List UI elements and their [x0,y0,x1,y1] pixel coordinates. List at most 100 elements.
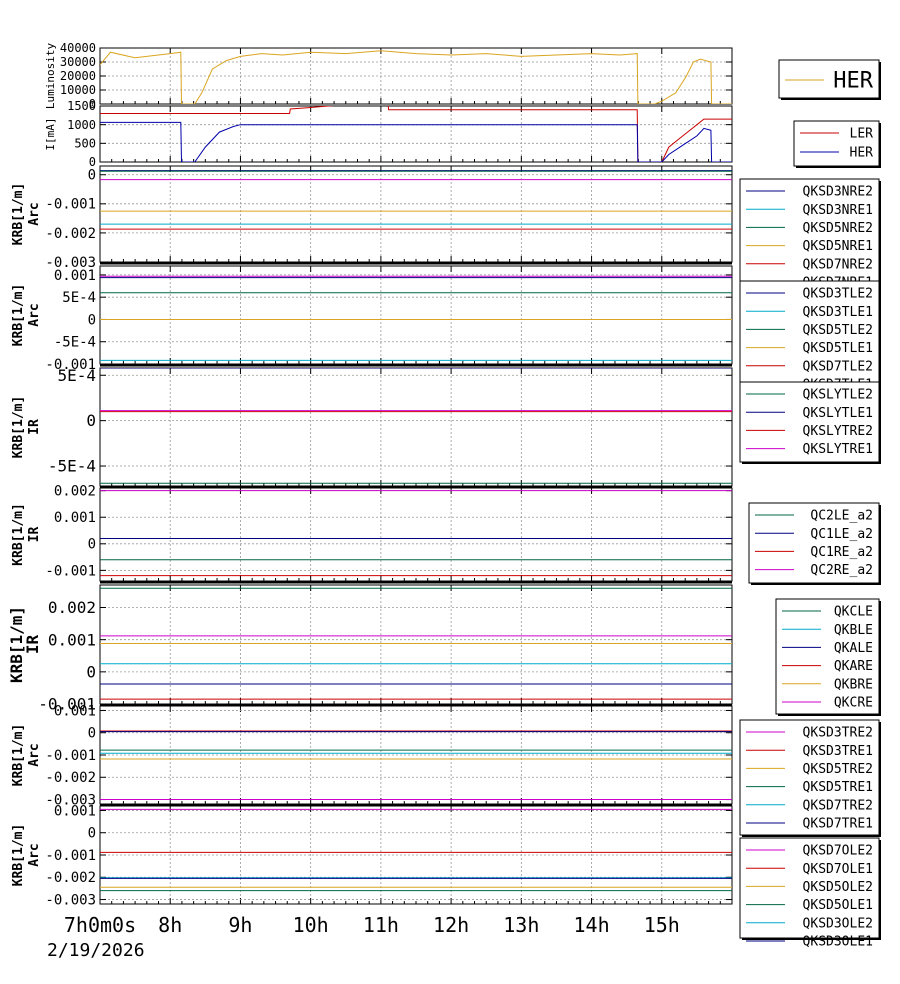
series-group [100,170,732,230]
legend-label-QKSLYTRE2: QKSLYTRE2 [803,424,873,439]
legend-label-QKSD3NRE2: QKSD3NRE2 [803,185,873,200]
legend-label-QKARE: QKARE [834,659,873,674]
y-tick-label: -0.003 [45,892,96,908]
legend-label-QKSLYTLE2: QKSLYTLE2 [803,388,873,403]
legend-label-QKSD3OLE2: QKSD3OLE2 [803,916,873,931]
y-tick-label: -0.002 [45,870,96,886]
y-tick-label: 0.001 [54,268,96,284]
series-group [100,490,732,577]
y-tick-label: -0.001 [38,695,96,714]
y-axis-label-2: Arc [27,743,42,766]
y-tick-label: 500 [74,137,96,151]
panel-6: 0.002 0.001 0 -0.001 KRB[1/m] IR QC2LE_a2 QC1LE… [11,484,881,585]
y-axis-label: KRB[1/m] [11,503,26,566]
x-tick-label: 13h [503,913,539,937]
legend-label-HER: HER [833,69,873,94]
y-tick-label: 0 [86,662,96,681]
legend-label-QKSD3TLE2: QKSD3TLE2 [803,287,873,302]
legend-label-QKSD5TLE2: QKSD5TLE2 [803,323,873,338]
x-tick-label: 9h [228,913,252,937]
legend-label-QKSD3TLE1: QKSD3TLE1 [803,305,873,320]
panel-8: 0.001 0 -0.001 -0.002 -0.003 KRB[1/m] Arc QKSD3… [11,703,881,837]
series-line-HER [100,50,732,104]
y-tick-label: -0.001 [45,357,96,373]
series-line-LER [100,106,732,162]
legend-label-QC2RE_a2: QC2RE_a2 [810,563,873,578]
y-axis-label: KRB[1/m] [11,396,26,459]
legend-label-QKSD7OLE1: QKSD7OLE1 [803,862,873,877]
legend: LER HER [793,120,881,168]
y-axis-label-2: IR [27,527,42,543]
x-tick-label: 14h [573,913,609,937]
y-tick-label: 0 [88,537,96,553]
series-group [100,808,732,892]
series-group [100,730,732,801]
legend-label-QKSD5OLE2: QKSD5OLE2 [803,880,873,895]
legend-label-QC1LE_a2: QC1LE_a2 [810,527,873,542]
x-tick-label: 12h [433,913,469,937]
panel-frame [99,265,733,365]
y-tick-label: 0 [88,312,96,328]
legend-label-QKSD5TLE1: QKSD5TLE1 [803,341,873,356]
series-group [100,587,732,700]
x-tick-label: 8h [158,913,182,937]
legend: QKCLE QKBLE QKALE QKARE QKBRE QKCRE [775,598,881,716]
panel-2: 1500 1000 500 0 I[mA] LER HER [44,99,881,169]
legend: QC2LE_a2 QC1LE_a2 QC1RE_a2 QC2RE_a2 [748,502,881,585]
y-axis-label: Luminosity [44,43,57,110]
y-axis-label-2: Arc [27,202,42,225]
y-axis-label: KRB[1/m] [11,284,26,347]
y-tick-label: -0.002 [45,226,96,242]
y-tick-label: -0.001 [45,197,96,213]
panel-frame [99,584,733,705]
y-tick-label: -5E-4 [48,457,96,476]
y-tick-label: -0.001 [45,563,96,579]
y-tick-label: 0.001 [54,703,96,719]
legend-label-QKSD5TRE1: QKSD5TRE1 [803,780,873,795]
y-tick-label: 1000 [67,118,96,132]
series-line-HER [100,121,732,162]
panel-frame [99,487,733,582]
y-tick-label: -0.003 [45,792,96,808]
x-axis-date: 2/19/2026 [47,940,145,961]
y-tick-label: 0.001 [48,630,96,649]
y-axis-label-2: IR [27,419,42,435]
legend-label-LER: LER [850,127,874,142]
y-axis-label-2: Arc [27,303,42,326]
y-tick-label: -0.002 [45,770,96,786]
y-tick-label: 0.001 [54,803,96,819]
x-tick-label: 15h [644,913,680,937]
y-tick-label: 30000 [60,55,96,69]
legend: QKSD7OLE2 QKSD7OLE1 QKSD5OLE2 QKSD5OLE1 QKSD… [739,837,881,950]
panel-frame [99,367,733,487]
y-tick-label: 0 [88,726,96,742]
legend-label-QKSD3TRE2: QKSD3TRE2 [803,726,873,741]
x-tick-label: 10h [293,913,329,937]
legend-box [778,59,880,99]
y-tick-label: 0 [89,97,96,111]
y-tick-label: 10000 [60,83,96,97]
legend-label-HER: HER [850,146,874,161]
y-tick-label: 20000 [60,69,96,83]
y-tick-label: 0.002 [54,484,96,500]
y-axis-label: I[mA] [44,117,57,150]
legend-label-QKBRE: QKBRE [834,677,873,692]
legend-label-QKSD3NRE1: QKSD3NRE1 [803,203,873,218]
legend: QKSD3TRE2 QKSD3TRE1 QKSD5TRE2 QKSD5TRE1 QKSD… [739,719,881,837]
legend-label-QKSLYTRE1: QKSLYTRE1 [803,442,873,457]
legend: HER [778,59,881,100]
y-tick-label: -0.001 [45,748,96,764]
y-tick-label: 0.001 [54,510,96,526]
legend-label-QKSD3TRE1: QKSD3TRE1 [803,744,873,759]
y-tick-label: 1500 [67,99,96,113]
legend: QKSLYTLE2 QKSLYTLE1 QKSLYTRE2 QKSLYTRE1 [739,381,881,464]
y-tick-label: 0.002 [48,598,96,617]
legend-label-QC2LE_a2: QC2LE_a2 [810,509,873,524]
x-tick-label: 7h0m0s [64,913,136,937]
legend-label-QKSD5OLE1: QKSD5OLE1 [803,898,873,913]
panel-frame [99,165,733,263]
legend-box [793,120,880,167]
y-axis-label: KRB[1/m] [11,724,26,787]
